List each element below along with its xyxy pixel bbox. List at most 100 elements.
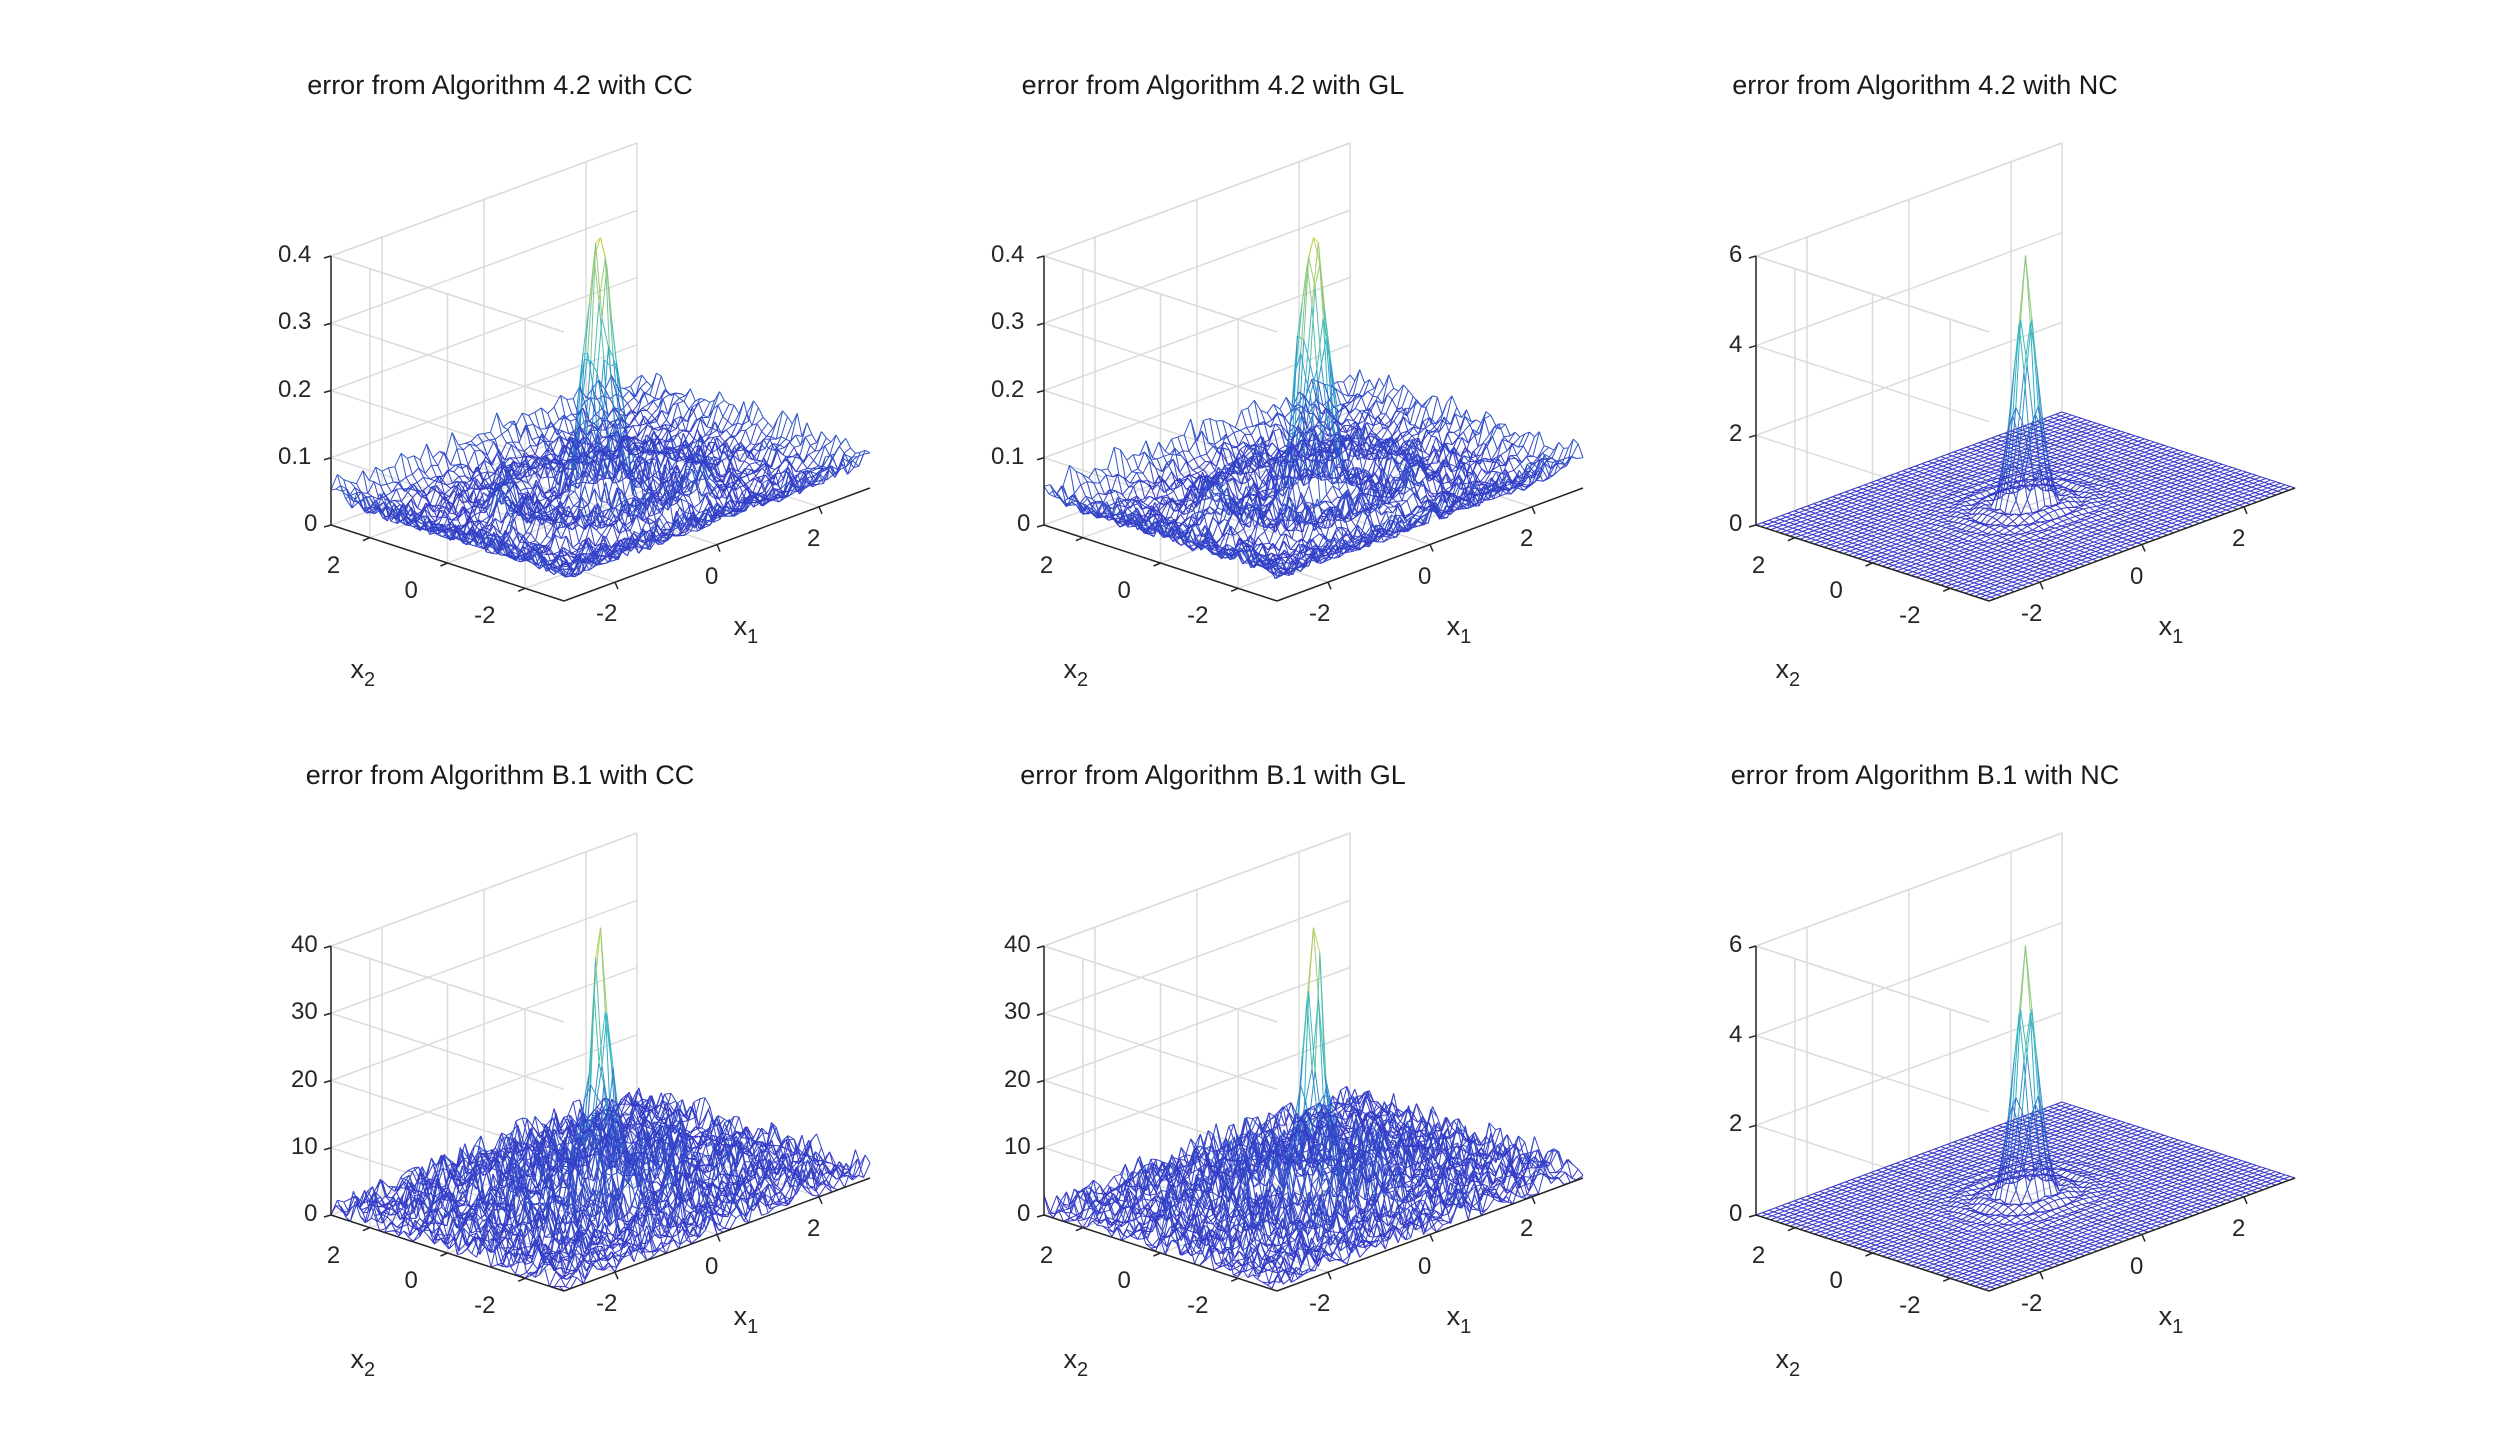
mesh-segment [600,417,608,420]
mesh-segment [453,463,461,473]
mesh-segment [560,436,568,442]
mesh-segment [381,467,389,472]
mesh-segment [389,488,398,502]
mesh-segment [467,450,476,466]
mesh-segment [527,471,535,484]
mesh-segment [667,393,675,415]
mesh-segment [463,443,471,451]
mesh-segment [465,481,473,489]
mesh-segment [498,449,506,461]
mesh-segment [386,481,394,485]
mesh-segment [677,400,685,404]
mesh-segment [651,407,659,416]
mesh-segment [354,491,363,500]
mesh-segment [448,464,456,471]
mesh-segment [661,429,669,440]
mesh-segment [654,375,662,399]
mesh-segment [659,419,667,428]
mesh-segment [644,386,652,394]
mesh-segment [368,466,377,481]
grid-line [330,344,638,459]
mesh-segment [470,434,478,442]
mesh-segment [501,429,509,435]
mesh-segment [350,481,357,485]
mesh-segment [517,459,526,468]
mesh-segment [547,457,556,470]
mesh-segment [503,463,511,469]
mesh-segment [452,476,460,484]
mesh-segment [533,424,541,430]
mesh-segment [460,463,467,467]
grid-line [330,255,565,333]
mesh-segment [429,485,438,505]
mesh-segment [351,501,359,509]
mesh-segment [391,482,399,493]
mesh-segment [456,448,464,451]
mesh-segment [600,436,608,445]
mesh-segment [401,492,409,502]
mesh-segment [479,488,487,491]
mesh-segment [516,456,523,459]
mesh-segment [553,395,561,408]
mesh-segment [504,444,512,461]
mesh-segment [507,420,515,430]
mesh-segment [483,431,491,435]
mesh-segment [486,441,495,456]
mesh-segment [566,398,574,400]
mesh-segment [609,393,617,400]
mesh-segment [437,452,445,466]
mesh-segment [479,487,487,490]
mesh-segment [435,516,443,522]
mesh-segment [641,403,649,409]
grid-line [330,411,638,526]
mesh-segment [430,515,438,518]
grid-line [330,322,565,400]
mesh-segment [450,448,458,466]
mesh-segment [375,466,383,472]
mesh-segment [380,483,387,486]
mesh-segment [622,390,630,399]
mesh-segment [494,433,502,440]
mesh-segment [540,476,548,479]
mesh-segment [688,400,696,410]
mesh-segment [458,442,465,446]
mesh-segment [627,397,635,404]
mesh-segment [639,381,648,389]
mesh-segment [624,385,631,389]
mesh-segment [464,440,472,444]
mesh-segment [562,430,569,435]
mesh-segment [506,441,513,444]
mesh-segment [546,425,553,430]
mesh-segment [509,457,517,459]
mesh-segment [593,417,601,424]
mesh-segment [523,445,531,452]
mesh-segment [428,480,436,487]
mesh-segment [439,475,447,486]
mesh-segment [421,485,429,492]
mesh-segment [475,441,483,447]
mesh-segment [541,407,549,414]
mesh-segment [620,402,628,411]
mesh-segment [555,428,563,432]
mesh-segment [646,400,654,411]
mesh-segment [582,436,591,446]
grid-line [524,474,832,590]
mesh-segment [394,499,402,503]
mesh-segment [356,470,364,484]
mesh-segment [645,414,653,425]
mesh-segment [445,482,453,486]
mesh-segment [418,467,426,474]
grid-line [330,142,638,257]
mesh-segment [434,490,442,508]
mesh-segment [632,402,640,413]
mesh-segment [438,511,446,525]
mesh-segment [487,471,495,474]
mesh-segment [515,479,522,484]
mesh-segment [630,377,638,387]
mesh-segment [481,471,488,474]
mesh-segment [539,449,547,459]
mesh-segment [661,409,669,415]
mesh-segment [412,467,420,475]
